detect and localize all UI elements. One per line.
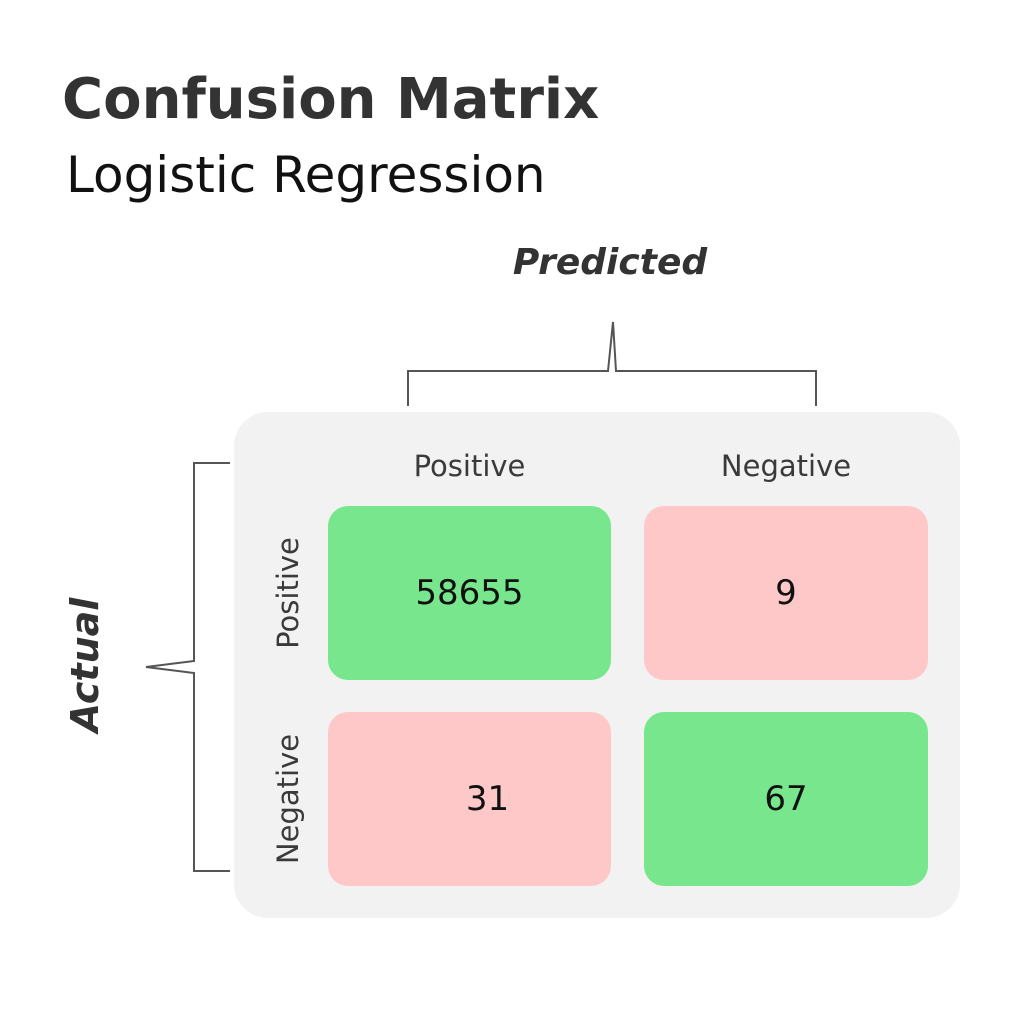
matrix-cell-actual-negative-predicted-positive: 31 (328, 712, 611, 886)
row-header-negative: Negative (271, 733, 305, 865)
chart-title: Confusion Matrix (62, 67, 600, 132)
actual-bracket (145, 462, 230, 872)
column-header-negative: Negative (720, 449, 852, 483)
matrix-cell-value: 67 (764, 779, 808, 819)
row-header-positive: Positive (271, 537, 305, 649)
matrix-cell-value: 31 (465, 779, 510, 819)
chart-subtitle: Logistic Regression (66, 146, 546, 204)
column-header-positive: Positive (413, 449, 526, 483)
predicted-bracket (407, 321, 817, 406)
matrix-cell-actual-positive-predicted-positive: 58655 (328, 506, 611, 680)
matrix-cell-value: 9 (775, 573, 797, 613)
matrix-cell-value: 58655 (415, 573, 524, 613)
matrix-cell-actual-positive-predicted-negative: 9 (644, 506, 928, 680)
matrix-cell-actual-negative-predicted-negative: 67 (644, 712, 928, 886)
x-axis-label: Predicted (512, 242, 708, 283)
